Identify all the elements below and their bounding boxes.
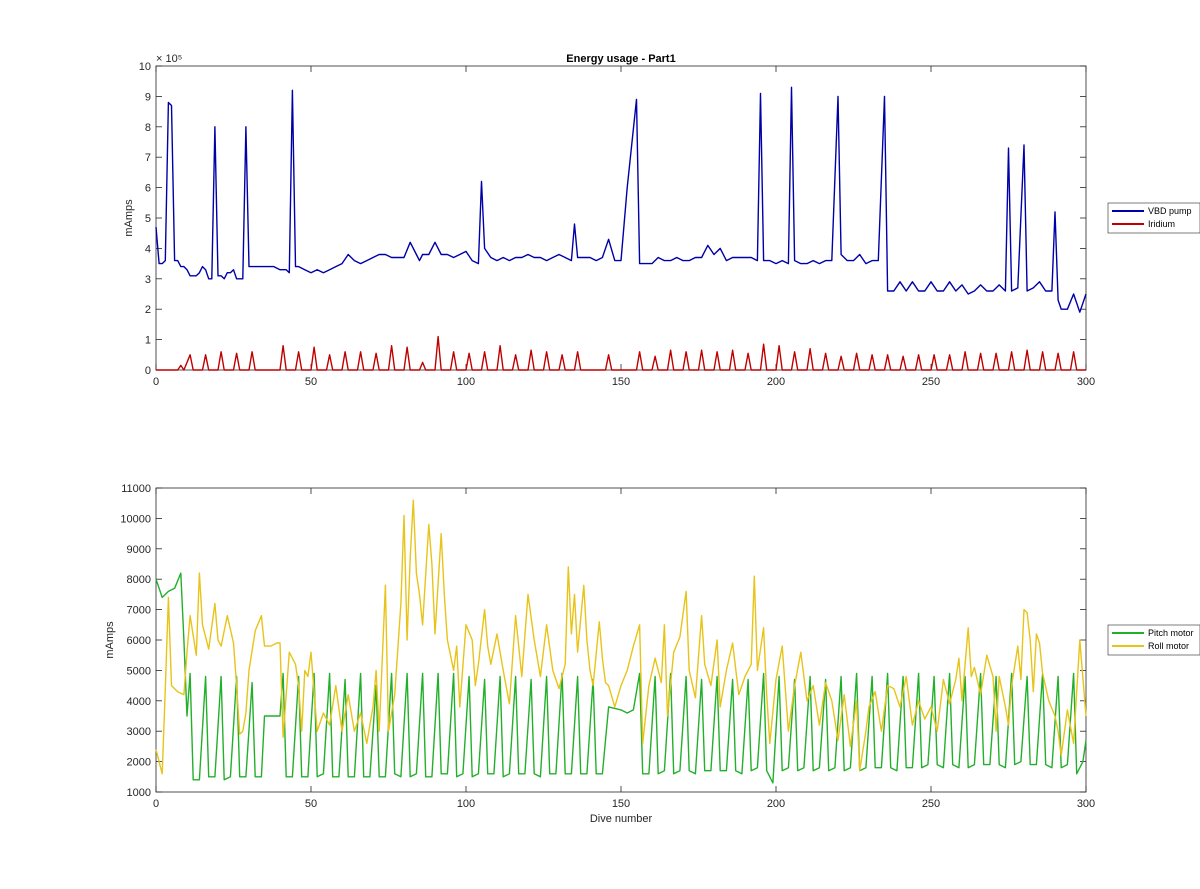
y-tick-label: 10 [139,61,151,73]
x-tick-label: 50 [305,798,317,810]
energy-usage-top-chart: 0 50 100 150 200 250 300 0 1 2 3 4 5 6 7 8 9 10 × 10⁵ Energ… [123,53,1200,388]
y-tick-label: 2000 [127,757,151,769]
x-tick-label: 250 [922,798,940,810]
y-tick-label: 3000 [127,726,151,738]
y-tick-label: 5 [145,213,151,225]
x-tick-label: 50 [305,376,317,388]
y-tick-label: 0 [145,365,151,377]
x-tick-label: 200 [767,376,785,388]
y-tick-label: 1000 [127,787,151,799]
y-tick-label: 8000 [127,574,151,586]
y-tick-label: 4000 [127,696,151,708]
legend-label: VBD pump [1148,206,1192,216]
legend: Pitch motor Roll motor [1107,624,1200,656]
y-tick-label: 4 [145,243,151,255]
y-tick-label: 7 [145,152,151,164]
legend: VBD pump Iridium [1107,202,1200,234]
y-tick-label: 8 [145,122,151,134]
legend-label: Pitch motor [1148,628,1194,638]
x-tick-label: 300 [1077,798,1095,810]
y-tick-label: 5000 [127,665,151,677]
x-axis-label: Dive number [590,813,653,825]
y-axis-label: mAmps [104,621,116,659]
x-tick-label: 0 [153,798,159,810]
plot-area [155,487,1087,793]
x-tick-label: 250 [922,376,940,388]
x-tick-label: 200 [767,798,785,810]
plot-area [155,65,1087,371]
motor-usage-bottom-chart: 0 50 100 150 200 250 300 1000 2000 3000 4000 5000 60… [104,483,1200,825]
series-line-roll-motor [155,499,1087,775]
y-tick-label: 3 [145,274,151,286]
y-exponent-label: × 10⁵ [156,53,182,65]
chart-title: Energy usage - Part1 [566,53,675,65]
y-axis-label: mAmps [123,199,135,237]
x-tick-label: 300 [1077,376,1095,388]
y-tick-label: 2 [145,304,151,316]
x-tick-label: 150 [612,376,630,388]
y-tick-label: 11000 [121,483,151,495]
y-tick-label: 6 [145,183,151,195]
y-tick-label: 6000 [127,635,151,647]
series-line-iridium [156,335,1086,371]
x-tick-label: 150 [612,798,630,810]
legend-label: Iridium [1148,219,1175,229]
x-tick-label: 100 [457,798,475,810]
legend-box [1107,202,1200,234]
y-tick-label: 1 [145,335,151,347]
legend-box [1107,624,1200,656]
legend-label: Roll motor [1148,641,1189,651]
y-tick-label: 9000 [127,544,151,556]
y-tick-label: 10000 [120,513,151,525]
series-line-vbd-pump [155,86,1087,313]
x-tick-label: 0 [153,376,159,388]
y-tick-label: 7000 [127,605,151,617]
series-line-pitch-motor [155,572,1087,784]
y-tick-label: 9 [145,91,151,103]
x-tick-label: 100 [457,376,475,388]
